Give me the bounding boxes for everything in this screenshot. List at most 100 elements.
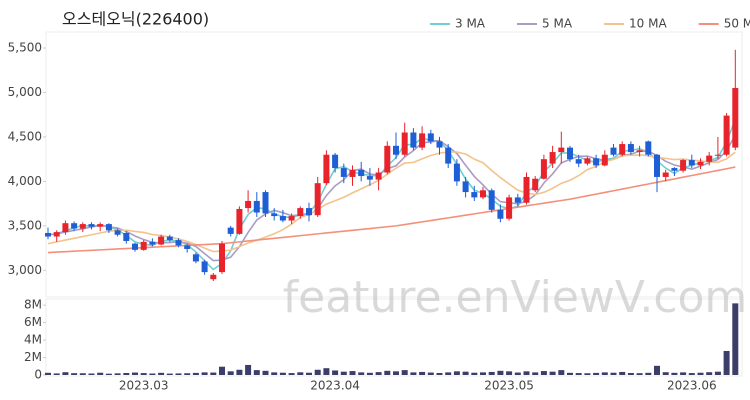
candle-body: [732, 88, 739, 148]
candle-body: [436, 141, 443, 148]
candle-body: [306, 208, 312, 216]
volume-bar: [393, 371, 399, 375]
candle-body: [245, 200, 252, 209]
candle-body: [584, 158, 591, 164]
candle-body: [601, 154, 608, 166]
candle-body: [558, 147, 565, 153]
candle-body: [132, 243, 138, 250]
volume-bar: [619, 371, 626, 375]
volume-bar: [645, 372, 652, 375]
candle-body: [401, 132, 408, 155]
volume-bar: [358, 372, 365, 375]
volume-bar: [601, 372, 608, 375]
volume-bar: [288, 373, 295, 375]
candle-body: [219, 243, 225, 273]
candle-body: [227, 227, 234, 234]
candle-body: [723, 115, 730, 155]
candle-body: [71, 223, 78, 229]
candle-body: [697, 161, 704, 166]
volume-bar: [540, 371, 547, 375]
candle-body: [619, 144, 626, 155]
candle-body: [53, 232, 60, 237]
volume-bar: [654, 365, 660, 375]
volume-bar: [88, 373, 95, 375]
candle-body: [271, 213, 278, 217]
ma-line: [47, 151, 736, 253]
volume-bar: [262, 370, 269, 375]
volume-bar: [340, 371, 347, 375]
candle-body: [497, 209, 504, 219]
candle-body: [262, 192, 269, 214]
candle-body: [340, 168, 347, 177]
volume-bar: [375, 372, 382, 375]
candle-body: [575, 159, 582, 164]
candle-body: [671, 168, 678, 171]
candle-body: [158, 236, 165, 245]
candle-body: [201, 261, 208, 273]
volume-bar: [497, 370, 504, 375]
volume-bar: [53, 373, 60, 375]
candle-body: [140, 241, 147, 250]
candle-body: [654, 154, 660, 177]
y-tick-label: 5,000: [8, 85, 42, 99]
candle-body: [688, 160, 695, 166]
x-tick-label: 2023.06: [667, 379, 717, 393]
candle-body: [471, 192, 478, 198]
volume-bar: [105, 373, 112, 375]
candle-body: [314, 183, 321, 216]
volume-bar: [401, 370, 408, 375]
candle-body: [540, 159, 547, 179]
candle-body: [236, 208, 243, 234]
volume-bar: [297, 372, 304, 375]
volume-bar: [192, 372, 199, 375]
volume-bar: [471, 372, 478, 375]
volume-bar: [236, 369, 243, 375]
candle-body: [480, 190, 486, 198]
candle-body: [279, 216, 286, 221]
candle-body: [384, 145, 391, 173]
volume-panel: [45, 298, 743, 377]
candle-body: [123, 232, 130, 241]
volume-bar: [253, 370, 260, 375]
candle-body: [627, 144, 634, 153]
candle-body: [297, 208, 304, 217]
candle-body: [288, 216, 295, 221]
candle-body: [375, 172, 382, 180]
volume-bar: [558, 370, 565, 375]
volume-bar: [114, 373, 121, 375]
y-tick-label: 4,000: [8, 174, 42, 188]
volume-bar: [97, 372, 104, 375]
y-tick-label: 5,500: [8, 41, 42, 55]
ma-line: [47, 166, 736, 254]
candle-body: [349, 169, 356, 177]
volume-bar: [714, 371, 721, 375]
volume-bar: [575, 373, 582, 375]
candle-body: [175, 240, 182, 246]
volume-bar: [149, 373, 156, 375]
volume-bar: [732, 303, 739, 375]
volume-bar: [245, 364, 252, 375]
volume-bar: [593, 372, 600, 375]
candle-body: [514, 197, 521, 203]
volume-bar: [419, 371, 426, 375]
y-tick-label: 4,500: [8, 129, 42, 143]
volume-bar: [132, 372, 138, 375]
candle-body: [636, 150, 643, 153]
candle-body: [332, 154, 339, 169]
volume-bar: [410, 372, 417, 375]
volume-bar: [279, 372, 286, 375]
x-tick-label: 2023.03: [119, 379, 169, 393]
legend-label: 10 MA: [629, 17, 667, 31]
x-tick-label: 2023.04: [310, 379, 360, 393]
candle-body: [62, 223, 69, 233]
volume-bar: [697, 372, 704, 375]
legend-label: 5 MA: [542, 17, 573, 31]
candle-body: [427, 133, 434, 142]
candle-body: [192, 254, 199, 262]
volume-bar: [706, 372, 713, 375]
candle-body: [549, 152, 556, 164]
candle-body: [706, 155, 713, 162]
volume-bar: [349, 371, 356, 375]
volume-bar: [532, 372, 539, 375]
